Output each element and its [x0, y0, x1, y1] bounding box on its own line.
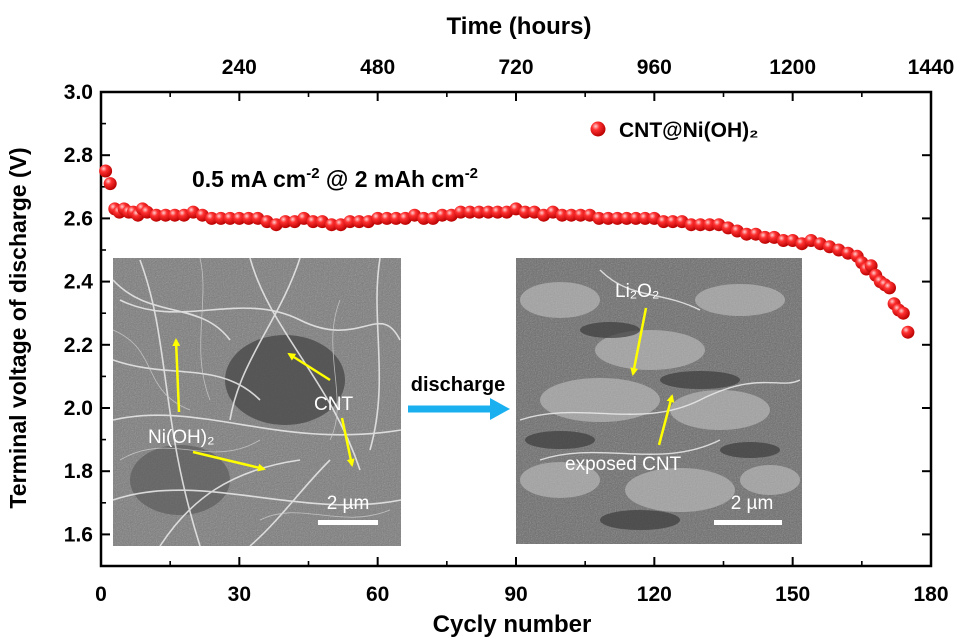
data-point — [306, 215, 320, 229]
plot-frame — [99, 90, 933, 568]
annotation-exp1: -2 — [306, 165, 319, 182]
data-point — [435, 208, 449, 222]
x-axis-title: Cycly number — [433, 611, 592, 638]
condition-annotation: 0.5 mA cm-2 @ 2 mAh cm-2 — [192, 165, 478, 192]
x2-tick-label: 960 — [637, 56, 672, 79]
x2-tick-label: 1440 — [908, 56, 955, 79]
x2-tick-label: 720 — [498, 56, 533, 79]
x-tick-label: 180 — [913, 583, 948, 606]
data-point — [638, 211, 652, 225]
inset2-label-exposed-cnt: exposed CNT — [565, 454, 682, 475]
inset1-label-cnt: CNT — [314, 394, 353, 415]
data-point — [352, 215, 366, 229]
data-point — [610, 211, 624, 225]
inset2-scalebar-label: 2 µm — [731, 493, 774, 514]
legend-label: CNT@Ni(OH)₂ — [619, 119, 758, 142]
data-point — [103, 177, 117, 191]
legend-marker — [590, 121, 606, 137]
data-point — [242, 211, 256, 225]
data-point — [371, 211, 385, 225]
data-point — [758, 230, 772, 244]
inset2-label-li2o2: Li₂O₂ — [615, 281, 659, 302]
data-point — [463, 205, 477, 219]
data-point — [214, 211, 228, 225]
data-point — [325, 218, 339, 232]
data-point — [574, 208, 588, 222]
data-point — [657, 215, 671, 229]
inset1-scalebar-label: 2 µm — [327, 493, 370, 514]
inset1-label-nioh2: Ni(OH)₂ — [148, 427, 214, 448]
y-tick-label: 1.8 — [64, 460, 94, 483]
data-point — [896, 306, 910, 320]
data-point — [564, 208, 578, 222]
data-point — [99, 164, 113, 178]
data-point — [629, 211, 643, 225]
axis-ticks: 0 30 60 90 120 150 180 240 480 720 960 1200 1440 1.6 1… — [64, 56, 955, 606]
data-point — [518, 205, 532, 219]
data-point — [776, 234, 790, 247]
data-point — [454, 205, 468, 219]
data-point — [343, 215, 357, 229]
annotation-prefix: 0.5 mA cm — [192, 166, 306, 192]
legend: CNT@Ni(OH)₂ — [590, 119, 758, 142]
sem-inset-cnt: Ni(OH)₂ CNT 2 µm — [112, 257, 402, 547]
y-axis-title: Terminal voltage of discharge (V) — [5, 147, 31, 508]
sem-inset-li2o2: Li₂O₂ exposed CNT 2 µm — [516, 258, 802, 544]
x2-tick-label: 1200 — [769, 56, 816, 79]
inset2-scalebar — [714, 520, 782, 525]
y-tick-label: 2.4 — [64, 271, 94, 294]
data-point — [901, 325, 915, 339]
data-point — [555, 208, 569, 222]
x-tick-label: 30 — [228, 583, 251, 606]
discharge-arrow: discharge — [408, 374, 510, 420]
data-point — [703, 218, 717, 232]
data-point — [389, 211, 403, 225]
y-tick-label: 2.6 — [64, 207, 93, 230]
x2-axis-title: Time (hours) — [447, 13, 592, 40]
data-point — [620, 211, 634, 225]
data-point — [159, 208, 173, 222]
x2-tick-label: 480 — [360, 56, 395, 79]
discharge-label: discharge — [411, 374, 505, 396]
data-point — [684, 218, 698, 232]
data-point — [380, 211, 394, 225]
data-point — [205, 211, 219, 225]
x-tick-label: 0 — [95, 583, 107, 606]
data-point — [481, 205, 495, 219]
y-tick-label: 1.6 — [64, 523, 93, 546]
x-tick-label: 90 — [504, 583, 527, 606]
data-point — [740, 227, 754, 241]
y-tick-label: 2.0 — [64, 397, 93, 420]
y-tick-label: 2.8 — [64, 144, 94, 167]
series-cnt-nioh2 — [99, 164, 915, 339]
data-point — [278, 215, 292, 229]
data-point — [417, 211, 431, 225]
data-point — [883, 281, 896, 295]
data-point — [592, 211, 606, 225]
data-point — [149, 208, 163, 222]
x-tick-label: 120 — [637, 583, 672, 606]
data-point — [472, 205, 486, 219]
data-point — [601, 211, 615, 225]
data-point — [168, 208, 182, 222]
annotation-exp2: -2 — [465, 165, 478, 182]
x-tick-label: 150 — [775, 583, 810, 606]
x2-tick-label: 240 — [222, 56, 257, 79]
data-point — [232, 211, 246, 225]
annotation-middle: @ 2 mAh cm — [320, 166, 465, 192]
x-tick-label: 60 — [366, 583, 389, 606]
data-point — [223, 211, 237, 225]
y-tick-label: 2.2 — [64, 334, 93, 357]
y-tick-label: 3.0 — [64, 81, 93, 104]
data-point — [491, 205, 505, 219]
data-point — [693, 218, 707, 232]
data-point — [666, 215, 680, 229]
inset1-scalebar — [318, 520, 378, 525]
